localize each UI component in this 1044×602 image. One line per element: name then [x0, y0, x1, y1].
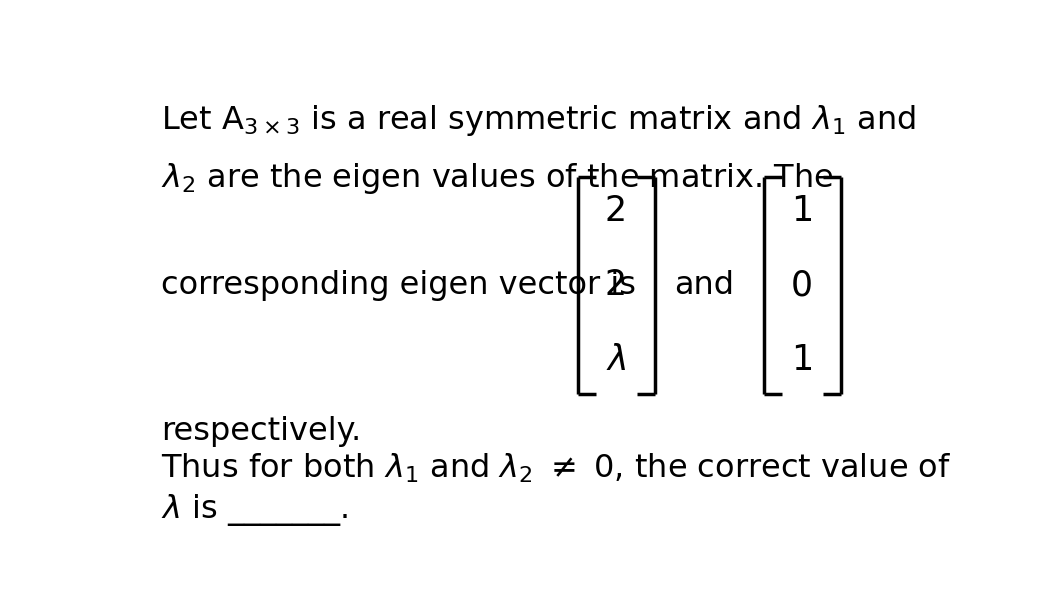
- Text: 1: 1: [791, 194, 813, 228]
- Text: corresponding eigen vector is: corresponding eigen vector is: [161, 270, 636, 301]
- Text: 2: 2: [604, 268, 627, 302]
- Text: $\lambda$ is _______.: $\lambda$ is _______.: [161, 492, 348, 529]
- Text: 1: 1: [791, 343, 813, 377]
- Text: Let A$_{3 \times 3}$ is a real symmetric matrix and $\lambda_1$ and: Let A$_{3 \times 3}$ is a real symmetric…: [161, 104, 917, 138]
- Text: $\lambda$: $\lambda$: [606, 343, 626, 377]
- Text: 2: 2: [604, 194, 627, 228]
- Text: and: and: [674, 270, 734, 301]
- Text: $\lambda_2$ are the eigen values of the matrix. The: $\lambda_2$ are the eigen values of the …: [161, 161, 834, 196]
- Text: Thus for both $\lambda_1$ and $\lambda_2$ $\neq$ 0, the correct value of: Thus for both $\lambda_1$ and $\lambda_2…: [161, 452, 952, 485]
- Text: respectively.: respectively.: [161, 416, 361, 447]
- Text: 0: 0: [791, 268, 813, 302]
